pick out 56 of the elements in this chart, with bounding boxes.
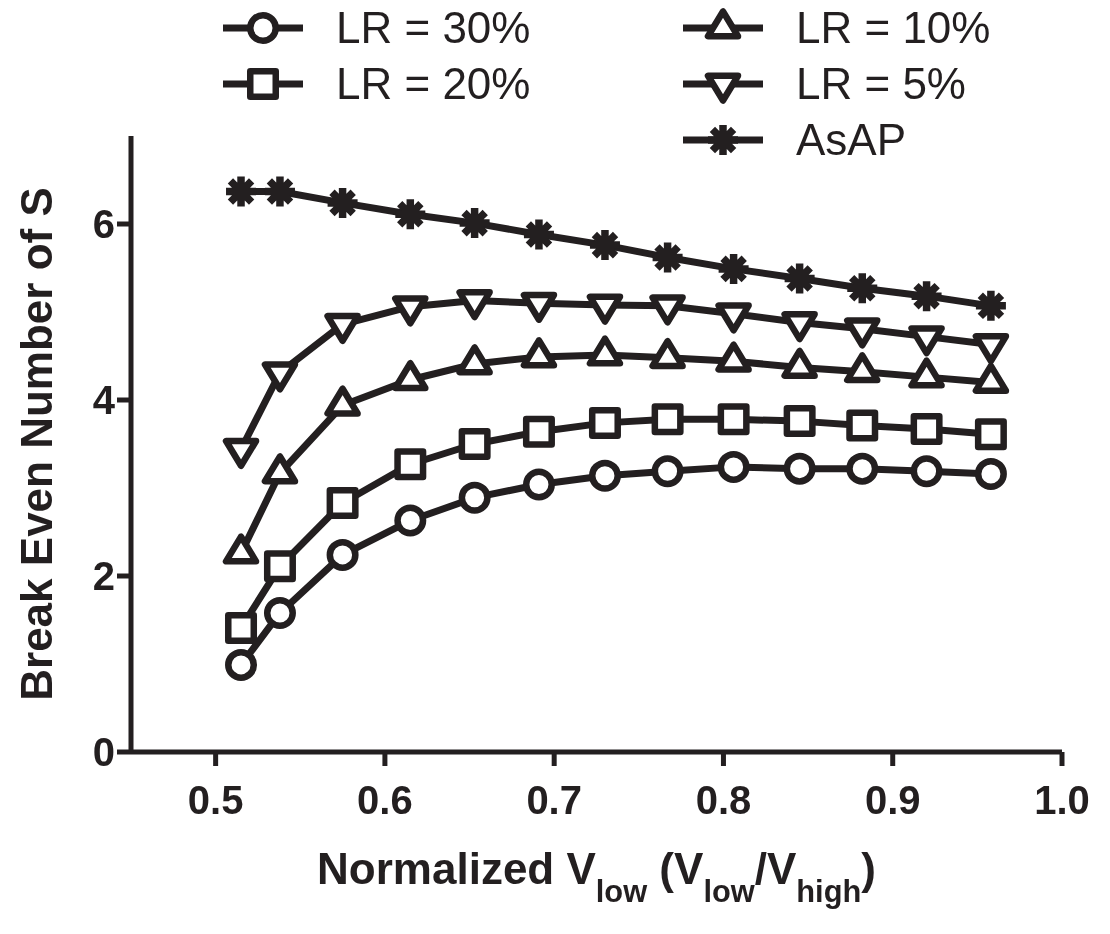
legend-label: LR = 20% [336,59,531,108]
point [783,405,816,438]
point [717,450,750,483]
legend-label: AsAP [796,115,907,164]
point [783,452,816,485]
point [846,409,879,442]
point [523,219,554,250]
point [718,253,749,284]
point [326,486,359,519]
point [225,611,258,644]
point [588,406,621,439]
point [784,263,815,294]
point [522,415,555,448]
point [651,455,684,488]
y-tick-label: 0 [92,730,115,775]
point [264,176,295,207]
point [588,459,621,492]
y-tick-label: 2 [92,554,115,599]
point [458,481,491,514]
legend-label: LR = 30% [336,3,531,52]
x-tick-label: 0.5 [187,778,244,823]
point [395,199,426,230]
point [652,242,683,273]
point [975,290,1006,321]
y-tick-label: 6 [92,202,115,247]
point [589,230,620,261]
y-axis-title: Break Even Number of S [12,187,61,701]
point [522,468,555,501]
point [974,418,1007,451]
point [327,187,358,218]
x-tick-label: 0.6 [357,778,413,823]
x-tick-label: 0.9 [864,778,921,823]
point [910,413,943,446]
point [717,403,750,436]
point [910,455,943,488]
x-tick-label: 0.8 [695,778,752,823]
y-tick-label: 4 [92,378,116,423]
x-tick-label: 1.0 [1034,778,1090,823]
point [651,403,684,436]
point [394,504,427,537]
point [394,448,427,481]
point [326,538,359,571]
point [458,428,491,460]
point [847,273,878,304]
legend-label: LR = 10% [796,3,991,52]
point [226,176,257,207]
point [459,208,490,239]
x-tick-label: 0.7 [526,778,582,823]
point [846,452,879,485]
point [263,550,296,583]
point [974,457,1007,490]
point [911,281,942,312]
legend-label: LR = 5% [796,59,966,108]
x-axis-title: Normalized V$_{low}$ (V$_{low}$/V$_{high}$) [317,844,876,909]
point [225,648,258,681]
point [263,596,296,629]
